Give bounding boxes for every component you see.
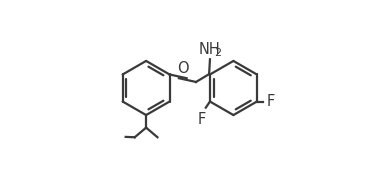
Text: O: O xyxy=(177,61,189,76)
Text: 2: 2 xyxy=(215,48,222,58)
Text: F: F xyxy=(198,112,206,127)
Text: NH: NH xyxy=(199,42,220,57)
Text: F: F xyxy=(266,94,275,109)
